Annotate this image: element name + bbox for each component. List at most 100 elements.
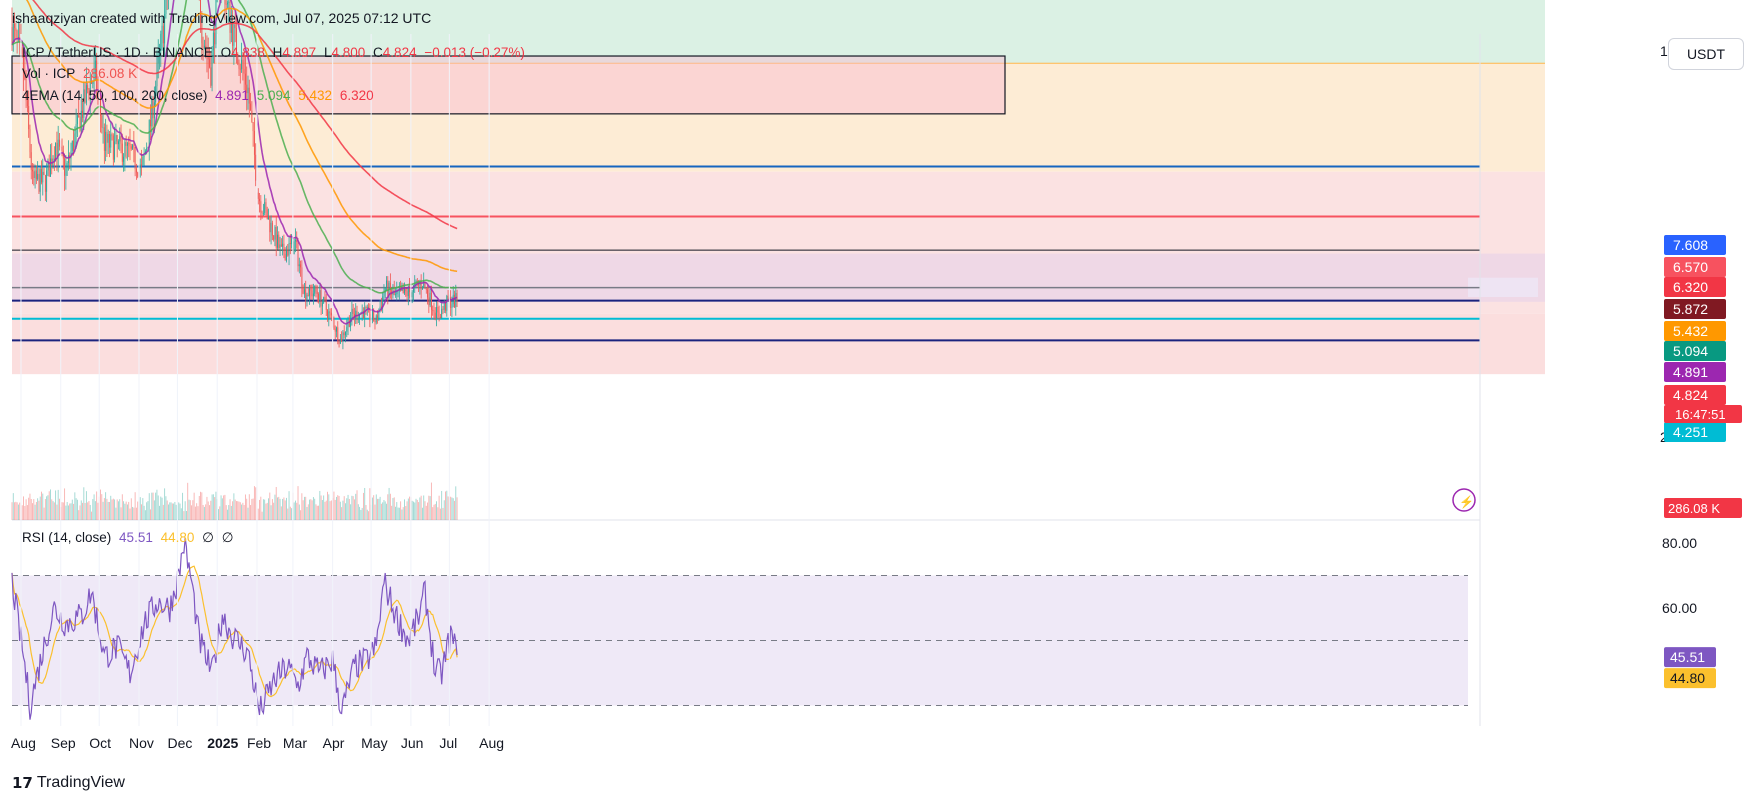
candle-body [446,295,448,311]
tradingview-logo[interactable]: 𝟭𝟳 TradingView [12,774,125,792]
candle-body [84,89,86,103]
candle-body [352,308,354,314]
volume-bar [248,494,250,520]
volume-bar [74,492,76,520]
candle-body [280,244,282,247]
volume-bar [114,499,116,520]
rsi-label[interactable]: RSI (14, close) [22,530,112,545]
volume-bar [34,504,36,520]
tradingview-logo-icon: 𝟭𝟳 [12,775,33,792]
volume-bar [174,501,176,520]
volume-bar [320,495,322,520]
volume-bar [96,491,98,520]
candle-body [203,45,205,48]
volume-bar [302,500,304,520]
candle-body [57,139,59,157]
rsi-extra-2: ∅ [221,530,234,545]
candle-body [88,89,90,96]
time-tick-label-7: Mar [283,735,307,751]
time-tick-label-11: Jul [439,735,457,751]
candle-body [241,59,243,70]
ema200-line [32,0,458,230]
candle-body [409,287,411,293]
volume-bar [452,498,454,520]
candle-body [44,174,46,192]
candle-body [236,28,237,55]
fib-zone-ext [1468,277,1538,298]
candle-body [406,291,408,297]
tradingview-logo-text: TradingView [36,774,125,791]
volume-bar [166,500,168,520]
volume-label[interactable]: Vol · ICP [22,66,76,81]
volume-bar [224,494,226,520]
candle-body [157,55,159,64]
price-tag-label-7: 4.824 [1673,387,1708,403]
candle-body [234,24,236,29]
rsi-ma-value: 44.80 [160,530,195,545]
open-label: O [220,45,232,60]
volume-bar [39,496,41,520]
rsi-tick-label-0: 80.00 [1662,535,1697,551]
volume-bar [111,499,113,520]
candle-body [242,59,244,69]
candle-body [334,328,336,332]
candle-body [289,242,291,245]
candle-body [109,134,110,148]
candle-body [454,294,455,308]
candle-body [107,134,109,143]
volume-bar [201,492,203,520]
price-tag-4 [1664,321,1726,341]
volume-bar [14,502,16,520]
candle-body [411,292,413,298]
rsi-tag-label: 45.51 [1670,649,1705,665]
candle-body [434,312,436,319]
candle-body [26,100,28,107]
volume-bar [51,499,53,520]
candle-body [137,172,139,177]
candle-body [247,87,249,94]
volume-bar [237,501,239,520]
candle-body [55,142,57,160]
candle-body [129,143,131,147]
volume-bar [87,502,89,520]
price-tag-label-8: 4.251 [1673,424,1708,440]
time-tick-label-5: 2025 [207,735,238,751]
volume-bar [347,494,349,520]
volume-bar [454,500,455,520]
volume-bar [338,495,340,520]
volume-bar [221,498,223,520]
candle-body [85,85,87,103]
volume-bar [153,500,155,520]
volume-bar [169,502,171,520]
volume-bar [103,498,105,520]
ema-label[interactable]: 4EMA (14, 50, 100, 200, close) [22,88,208,103]
candle-body [30,152,32,170]
volume-bar [283,497,285,520]
candle-body [201,23,203,44]
currency-unit-button[interactable]: USDT [1668,38,1744,70]
price-tag-label-1: 6.570 [1673,259,1708,275]
volume-bar [437,507,439,520]
volume-bar [425,505,427,520]
candle-body [302,286,304,294]
candle-body [384,287,386,294]
candle-body [135,168,137,173]
candle-body [442,308,444,310]
candle-body [300,264,302,268]
volume-bar [124,503,126,520]
volume-bar [65,505,67,520]
volume-bar [262,499,264,520]
time-tick-label-6: Feb [247,735,271,751]
candle-body [288,242,290,256]
volume-bar [23,496,24,520]
candle-body [244,73,246,85]
candle-body [120,136,122,144]
symbol-name[interactable]: ICP / TetherUS · 1D · BINANCE [22,45,213,60]
volume-bar [19,502,21,520]
candle-body [232,23,234,46]
candle-body [87,85,89,90]
volume-bar [214,497,216,520]
volume-bar [306,506,308,520]
volume-bar [185,510,187,520]
